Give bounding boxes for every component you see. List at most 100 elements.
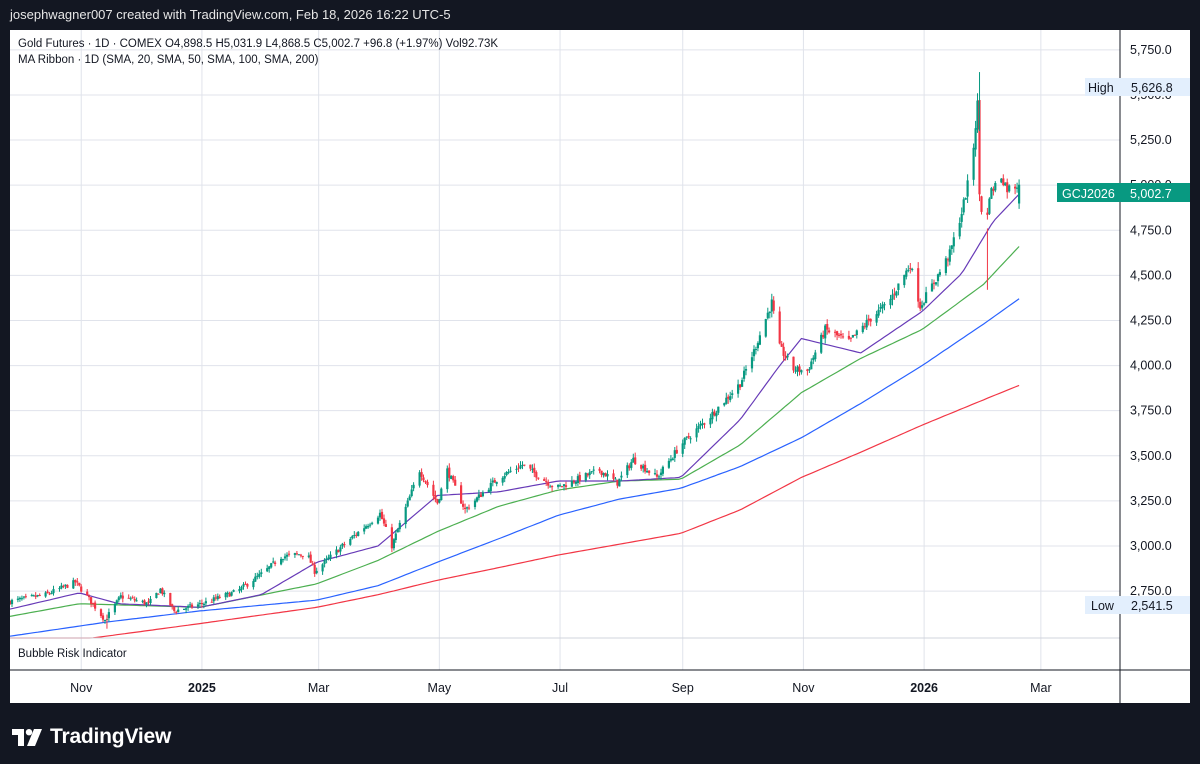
attribution-text: josephwagner007 created with TradingView…: [10, 7, 451, 22]
candle-body: [341, 543, 344, 547]
price-tick-label: 4,500.0: [1130, 268, 1172, 282]
candle-body: [115, 600, 118, 605]
candle-body: [189, 604, 192, 606]
candle-body: [24, 596, 27, 598]
candle-body: [715, 413, 718, 417]
candle-body: [976, 100, 979, 130]
candle-body: [630, 462, 633, 468]
candle-body: [560, 486, 564, 488]
candle-body: [226, 592, 229, 594]
candle-body: [16, 598, 19, 600]
candle-body: [545, 481, 548, 483]
candle-body: [260, 572, 263, 574]
price-chart[interactable]: 2,750.0 3,000.0 3,250.0 3,500.0 3,750.0 4,000…: [10, 30, 1190, 703]
candle-body: [1018, 184, 1021, 204]
candle-body: [446, 468, 449, 490]
candle-body: [240, 586, 243, 590]
legend-ma-ribbon-line[interactable]: MA Ribbon · 1D (SMA, 20, SMA, 50, SMA, 1…: [18, 54, 319, 66]
candle-body: [10, 599, 14, 605]
candle-body: [531, 468, 534, 470]
candle-body: [766, 312, 769, 319]
candle-body: [103, 620, 107, 621]
candle-body: [509, 470, 512, 472]
candle-body: [764, 319, 767, 337]
candle-body: [814, 352, 817, 360]
candle-body: [934, 282, 938, 285]
candle-body: [521, 464, 524, 466]
candle-body: [357, 531, 360, 536]
candle-body: [230, 592, 233, 596]
time-tick-label: 2025: [188, 681, 216, 695]
candle-body: [614, 478, 617, 480]
candle-body: [487, 489, 490, 492]
candle-body: [752, 349, 756, 357]
candle-body: [903, 274, 906, 286]
candle-body: [272, 561, 275, 563]
tradingview-logo[interactable]: TradingView: [12, 725, 171, 749]
candle-body: [117, 597, 120, 601]
candle-body: [301, 555, 304, 557]
price-scale: 2,750.0 3,000.0 3,250.0 3,500.0 3,750.0 4,000…: [1130, 43, 1172, 598]
candle-body: [685, 436, 688, 438]
candle-body: [794, 370, 797, 372]
candle-body: [404, 506, 407, 524]
legend-symbol-line[interactable]: Gold Futures · 1D · COMEX O4,898.5 H5,03…: [18, 38, 498, 50]
candle-body: [612, 473, 615, 479]
candle-body: [881, 304, 884, 309]
candle-body: [689, 438, 692, 440]
candle-body: [709, 418, 712, 425]
time-tick-label: Sep: [672, 681, 694, 695]
candle-body: [343, 544, 346, 546]
candle-body: [190, 604, 194, 608]
candle-body: [578, 475, 581, 481]
candle-body: [460, 485, 463, 504]
candle-body: [632, 457, 635, 463]
candle-body: [744, 369, 748, 371]
candle-body: [590, 471, 593, 473]
candle-body: [743, 370, 746, 379]
candle-body: [586, 473, 589, 476]
candle-body: [628, 465, 631, 469]
candle-body: [353, 535, 356, 536]
time-scale: Nov 2025 Mar May Jul Sep Nov 2026 Mar: [70, 681, 1052, 695]
candle-body: [646, 471, 649, 473]
candle-body: [475, 497, 479, 502]
candle-body: [127, 597, 130, 599]
candle-body: [606, 474, 609, 477]
candle-body: [944, 258, 947, 273]
candle-body: [869, 318, 872, 322]
candle-body: [980, 196, 983, 212]
candle-body: [175, 611, 178, 613]
candle-body: [418, 472, 421, 486]
candle-body: [410, 489, 413, 496]
candle-body: [177, 609, 180, 613]
candle-body: [337, 550, 340, 553]
candle-body: [369, 524, 372, 526]
indicator-label[interactable]: Bubble Risk Indicator: [18, 648, 127, 660]
candle-body: [408, 496, 411, 501]
candle-body: [224, 593, 227, 598]
candle-body: [602, 473, 605, 476]
candle-body: [212, 597, 215, 602]
candle-body: [834, 331, 837, 333]
candle-body: [329, 554, 332, 559]
candle-body: [925, 292, 928, 304]
candle-body: [355, 534, 358, 536]
candle-body: [875, 314, 878, 323]
candle-body: [564, 485, 568, 487]
candle-body: [598, 468, 601, 471]
candle-body: [725, 397, 728, 404]
high-value: 5,626.8: [1131, 81, 1173, 95]
candle-body: [648, 470, 651, 473]
candle-body: [392, 539, 395, 549]
candle-body: [727, 396, 730, 399]
candle-body: [731, 393, 734, 395]
candle-body: [699, 424, 702, 426]
candle-body: [187, 605, 190, 608]
candle-body: [1002, 178, 1005, 185]
candle-body: [839, 333, 843, 336]
chart-panel[interactable]: 2,750.0 3,000.0 3,250.0 3,500.0 3,750.0 4,000…: [10, 30, 1190, 703]
price-tick-label: 5,750.0: [1130, 43, 1172, 57]
candle-body: [792, 356, 795, 371]
candle-body: [52, 589, 55, 594]
